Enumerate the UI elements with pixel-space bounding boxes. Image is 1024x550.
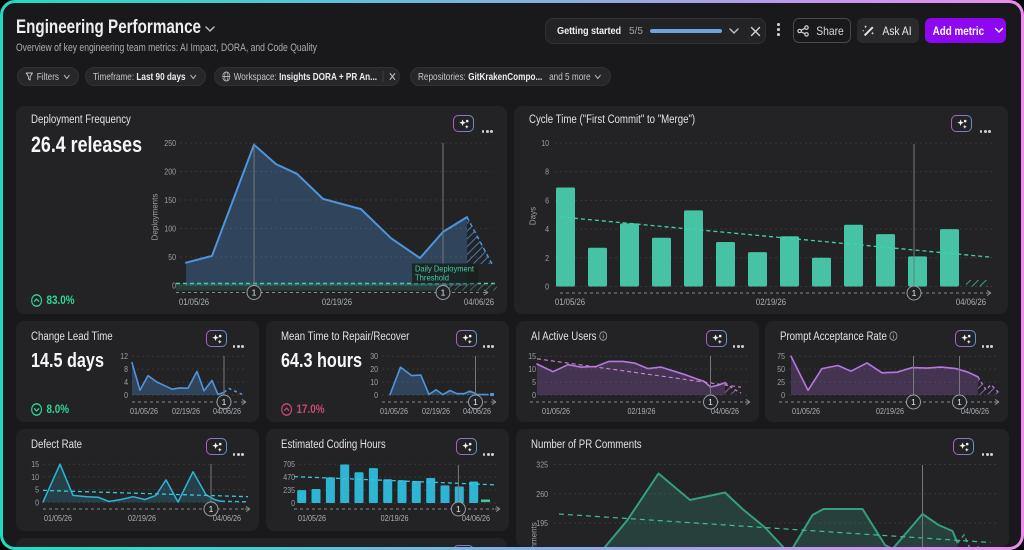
svg-text:705: 705 xyxy=(283,459,295,469)
svg-text:470: 470 xyxy=(283,472,295,482)
svg-text:0: 0 xyxy=(172,281,176,291)
svg-text:04/06/26: 04/06/26 xyxy=(213,406,241,416)
svg-text:04/06/26: 04/06/26 xyxy=(213,513,241,523)
svg-text:0: 0 xyxy=(545,282,549,292)
svg-text:4: 4 xyxy=(124,377,128,387)
svg-text:01/05/26: 01/05/26 xyxy=(179,297,209,307)
svg-text:15: 15 xyxy=(31,459,39,469)
svg-text:200: 200 xyxy=(164,167,176,177)
svg-text:8: 8 xyxy=(124,364,128,374)
svg-text:04/06/26: 04/06/26 xyxy=(961,406,989,416)
svg-text:01/05/26: 01/05/26 xyxy=(792,406,820,416)
svg-text:12: 12 xyxy=(120,351,128,361)
svg-text:0: 0 xyxy=(291,498,295,508)
svg-text:01/05/26: 01/05/26 xyxy=(542,406,570,416)
svg-text:75: 75 xyxy=(777,351,785,361)
svg-text:1: 1 xyxy=(473,397,478,407)
svg-text:10: 10 xyxy=(528,364,536,374)
svg-text:02/19/26: 02/19/26 xyxy=(422,406,450,416)
svg-text:15: 15 xyxy=(528,351,536,361)
svg-text:30: 30 xyxy=(370,351,378,361)
svg-text:260: 260 xyxy=(536,489,548,499)
svg-text:02/19/26: 02/19/26 xyxy=(128,513,156,523)
svg-text:1: 1 xyxy=(252,288,257,298)
svg-text:04/06/26: 04/06/26 xyxy=(956,297,986,307)
svg-text:235: 235 xyxy=(283,485,295,495)
svg-text:01/05/26: 01/05/26 xyxy=(44,513,72,523)
svg-text:1: 1 xyxy=(957,397,962,407)
svg-text:Threshold: Threshold xyxy=(415,273,449,283)
svg-text:325: 325 xyxy=(536,460,548,470)
svg-text:0: 0 xyxy=(374,390,378,400)
svg-text:02/19/26: 02/19/26 xyxy=(381,513,409,523)
svg-text:02/19/26: 02/19/26 xyxy=(876,406,904,416)
svg-text:01/05/26: 01/05/26 xyxy=(380,406,408,416)
svg-text:1: 1 xyxy=(456,504,461,514)
svg-text:02/19/26: 02/19/26 xyxy=(322,297,352,307)
svg-text:1: 1 xyxy=(441,288,446,298)
svg-text:0: 0 xyxy=(35,497,39,507)
svg-text:150: 150 xyxy=(164,195,176,205)
svg-text:2: 2 xyxy=(545,253,549,263)
svg-text:1: 1 xyxy=(708,397,713,407)
svg-text:8: 8 xyxy=(545,167,549,177)
svg-text:02/19/26: 02/19/26 xyxy=(756,297,786,307)
svg-text:20: 20 xyxy=(370,364,378,374)
svg-text:01/05/26: 01/05/26 xyxy=(130,406,158,416)
svg-text:Daily Deployment: Daily Deployment xyxy=(415,264,475,274)
svg-text:10: 10 xyxy=(31,472,39,482)
svg-text:04/06/26: 04/06/26 xyxy=(711,406,739,416)
svg-text:1: 1 xyxy=(911,397,916,407)
svg-text:10: 10 xyxy=(541,138,549,148)
svg-text:250: 250 xyxy=(164,138,176,148)
svg-text:0: 0 xyxy=(781,390,785,400)
svg-text:1: 1 xyxy=(209,504,214,514)
svg-text:01/05/26: 01/05/26 xyxy=(298,513,326,523)
svg-text:1: 1 xyxy=(222,397,227,407)
svg-text:01/05/26: 01/05/26 xyxy=(555,297,585,307)
svg-text:10: 10 xyxy=(370,377,378,387)
svg-text:4: 4 xyxy=(545,224,549,234)
svg-text:1: 1 xyxy=(912,288,917,298)
svg-text:02/19/26: 02/19/26 xyxy=(628,406,656,416)
svg-text:5: 5 xyxy=(532,377,536,387)
svg-text:25: 25 xyxy=(777,377,785,387)
svg-text:0: 0 xyxy=(532,390,536,400)
svg-text:50: 50 xyxy=(168,252,176,262)
svg-text:50: 50 xyxy=(777,364,785,374)
svg-text:04/06/26: 04/06/26 xyxy=(464,297,494,307)
svg-text:04/06/26: 04/06/26 xyxy=(463,406,491,416)
svg-text:100: 100 xyxy=(164,224,176,234)
svg-text:02/19/26: 02/19/26 xyxy=(172,406,200,416)
svg-text:195: 195 xyxy=(536,518,548,528)
svg-text:0: 0 xyxy=(124,390,128,400)
svg-text:5: 5 xyxy=(35,485,39,495)
svg-text:6: 6 xyxy=(545,195,549,205)
svg-text:04/06/26: 04/06/26 xyxy=(462,513,490,523)
